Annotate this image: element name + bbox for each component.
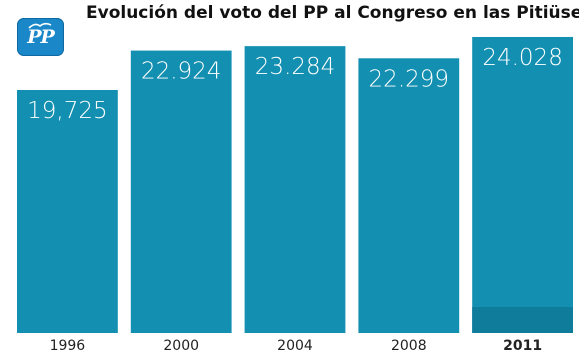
pp-logo: PP xyxy=(17,18,64,56)
value-label-2008: 22.299 xyxy=(369,66,449,92)
bar-2011 xyxy=(472,36,573,334)
chart-title: Evolución del voto del PP al Congreso en… xyxy=(86,3,579,23)
x-tick-2011: 2011 xyxy=(503,338,542,353)
logo-text: PP xyxy=(27,26,55,48)
bar-2000 xyxy=(130,50,232,333)
value-label-2000: 22.924 xyxy=(141,59,221,85)
value-label-2004: 23.284 xyxy=(255,54,335,80)
bar-1996 xyxy=(17,89,118,333)
x-tick-2000: 2000 xyxy=(163,338,199,353)
bar-2008 xyxy=(358,58,460,334)
gull-icon xyxy=(28,22,52,29)
x-tick-2004: 2004 xyxy=(277,338,313,353)
value-label-1996: 19,725 xyxy=(27,98,107,124)
x-tick-1996: 1996 xyxy=(50,338,86,353)
x-tick-2008: 2008 xyxy=(391,338,427,353)
bar-2011-base-band xyxy=(472,307,573,333)
value-label-2011: 24.028 xyxy=(482,45,562,71)
bar-2004 xyxy=(244,46,346,334)
